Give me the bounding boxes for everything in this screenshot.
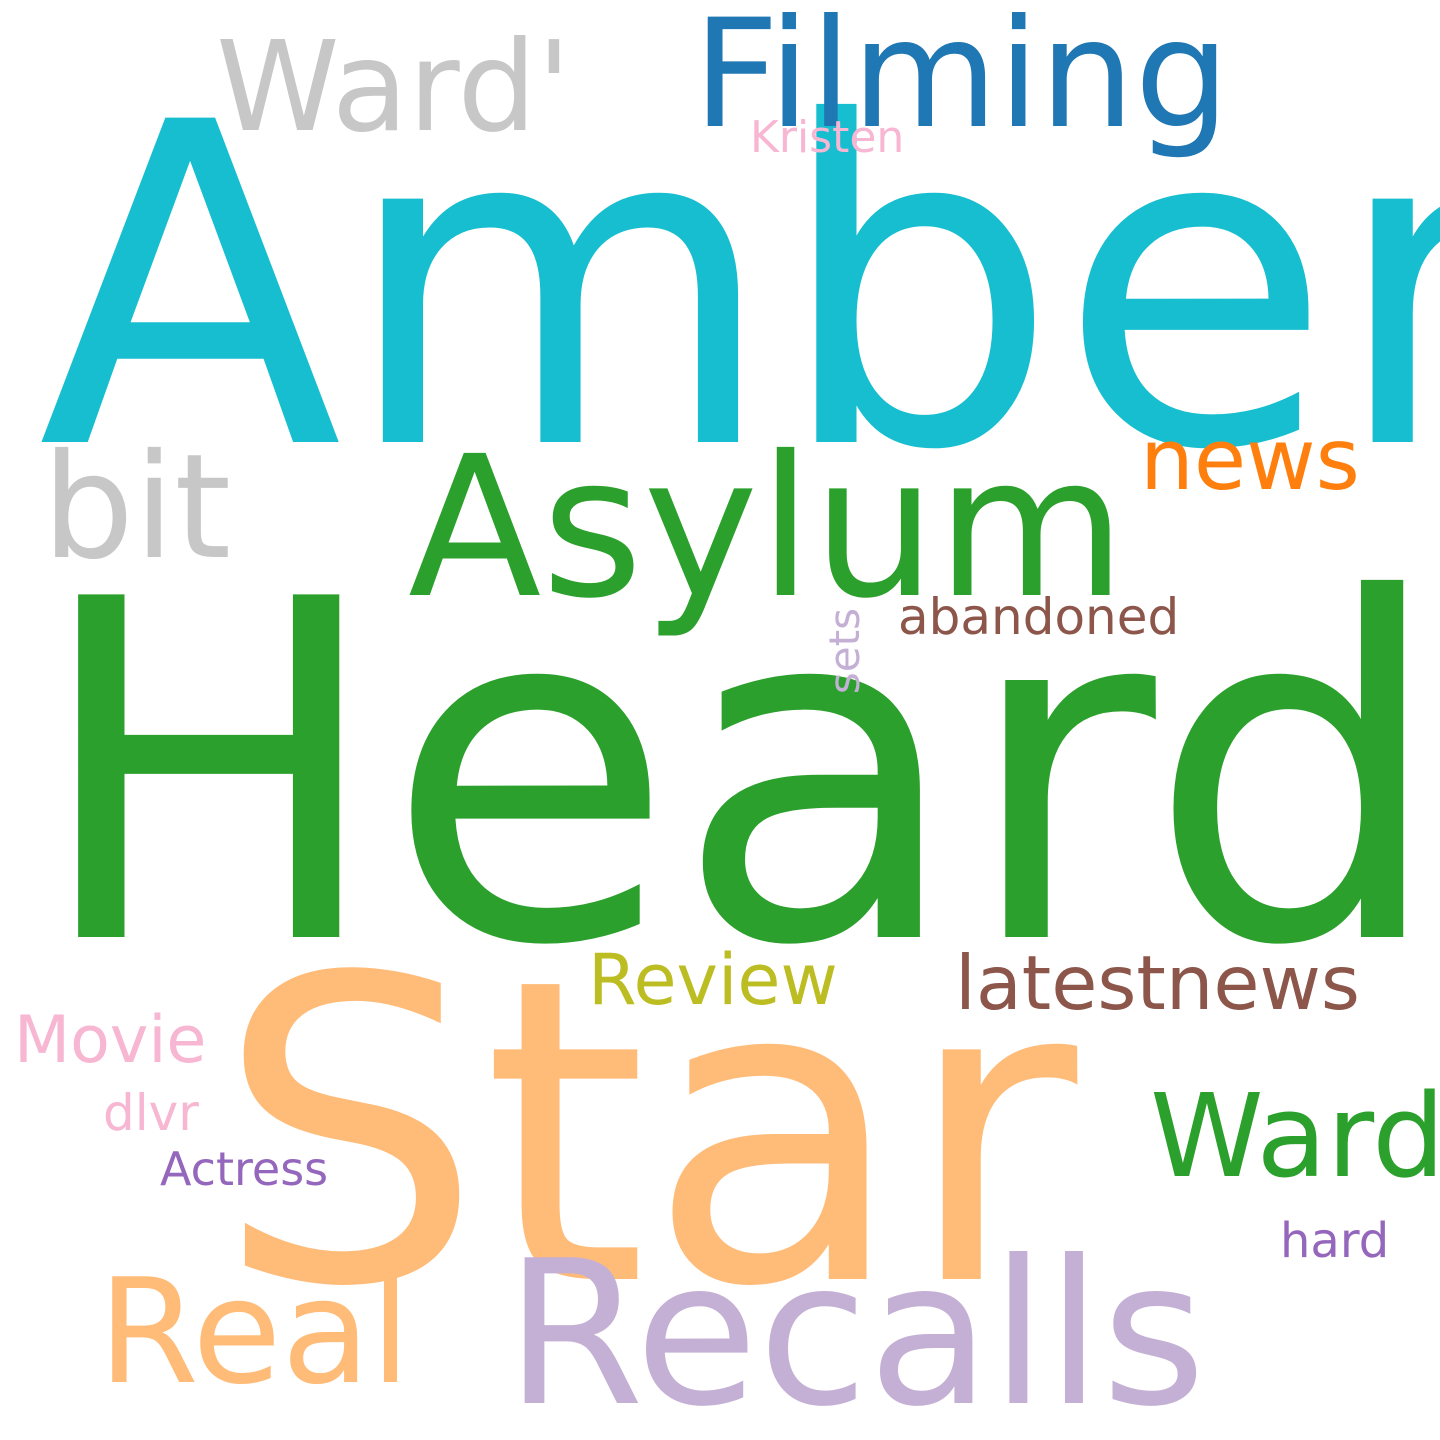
word-abandoned: abandoned — [898, 588, 1180, 646]
word-sets: sets — [820, 608, 869, 695]
word-filming: Filming — [693, 0, 1230, 162]
word-review: Review — [588, 939, 838, 1021]
word-recalls: Recalls — [505, 1218, 1206, 1440]
word-news: news — [1140, 411, 1360, 510]
word-dlvr: dlvr — [103, 1084, 199, 1142]
word-ward-apostrophe: Ward' — [216, 15, 572, 160]
word-amber: Amber — [38, 29, 1440, 547]
word-movie: Movie — [14, 1003, 207, 1078]
word-ward: Ward — [1150, 1070, 1440, 1204]
word-bit: bit — [42, 423, 232, 592]
word-hard: hard — [1280, 1213, 1390, 1269]
word-kristen: Kristen — [750, 112, 905, 163]
word-asylum: Asylum — [408, 414, 1127, 641]
word-actress: Actress — [160, 1142, 329, 1196]
word-heard: Heard — [32, 501, 1440, 1048]
word-real: Real — [98, 1248, 411, 1417]
word-star: Star — [216, 890, 1078, 1379]
word-latestnews: latestnews — [955, 939, 1360, 1027]
